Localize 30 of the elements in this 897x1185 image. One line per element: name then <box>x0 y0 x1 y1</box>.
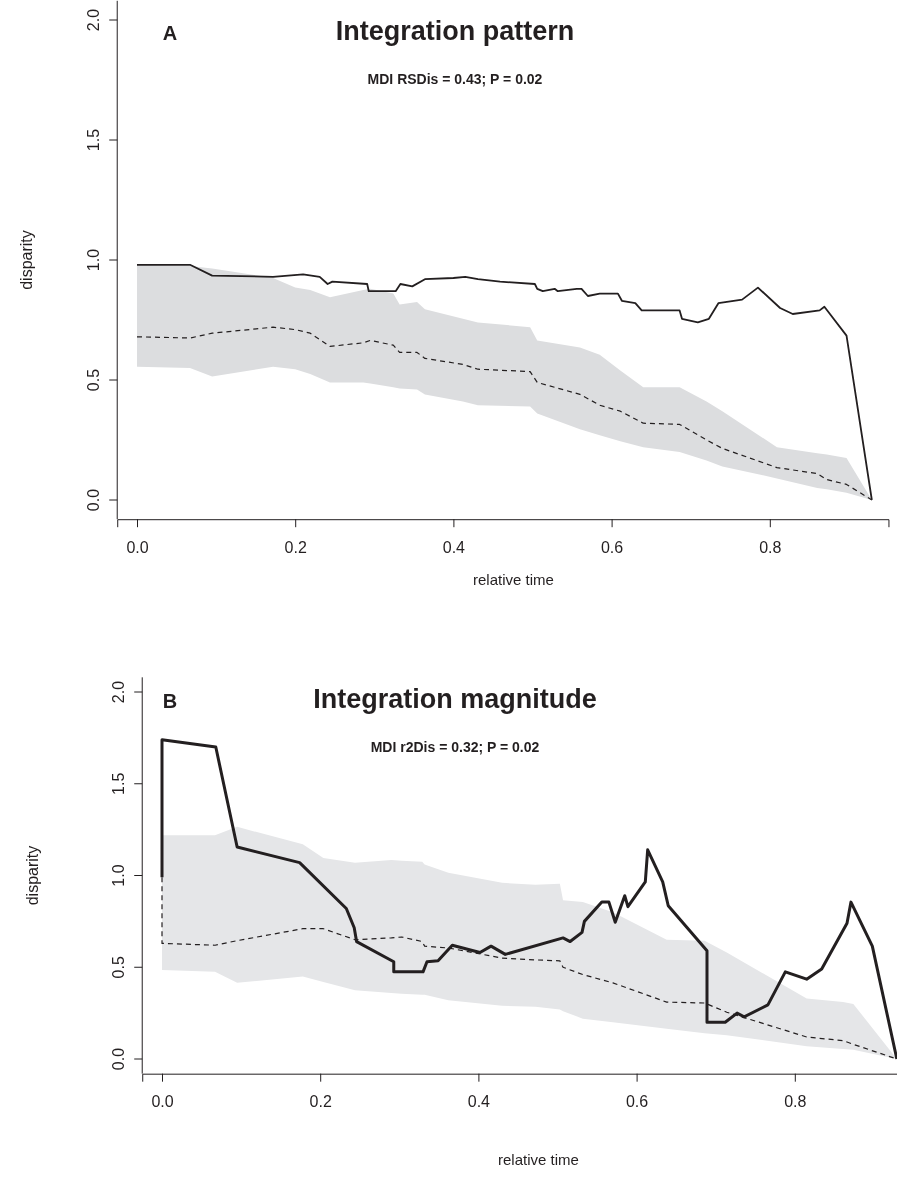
y-tick-label: 0.0 <box>110 1047 128 1071</box>
y-tick-label: 1.5 <box>110 772 128 795</box>
y-tick-label: 0.0 <box>85 488 103 512</box>
x-tick-label: 0.4 <box>442 538 466 556</box>
x-tick-label: 0.8 <box>784 1093 807 1111</box>
annotation: A <box>162 22 178 44</box>
y-axis-title: disparity <box>24 845 41 906</box>
text: Integration pattern <box>335 16 575 46</box>
x-tick-label: 0.2 <box>309 1093 332 1111</box>
x-axis-title: relative time <box>497 1151 579 1168</box>
x-tick-label: 0.6 <box>600 538 624 556</box>
y-tick-label: 2.0 <box>110 680 128 704</box>
x-tick-label: 0.4 <box>467 1093 491 1111</box>
x-axis-title: relative time <box>472 571 554 588</box>
x-tick-label: 0.2 <box>284 538 307 556</box>
text: MDI RSDis = 0.43; P = 0.02 <box>367 71 543 87</box>
y-tick-label: 1.0 <box>110 864 128 887</box>
x-tick-label: 0.0 <box>151 1093 174 1111</box>
x-tick-label: 0.6 <box>625 1093 649 1111</box>
y-tick-label: 0.5 <box>85 368 103 392</box>
text: MDI r2Dis = 0.32; P = 0.02 <box>370 739 540 755</box>
y-tick-label: 0.5 <box>110 956 128 979</box>
x-tick-label: 0.0 <box>126 538 149 556</box>
annotation: B <box>162 690 178 712</box>
y-tick-label: 1.5 <box>85 128 103 152</box>
y-axis-title: disparity <box>18 230 35 290</box>
y-tick-label: 1.0 <box>85 248 103 272</box>
chart-title: Integration magnitude <box>313 684 597 714</box>
y-tick-label: 2.0 <box>85 8 103 32</box>
x-tick-label: 0.8 <box>759 538 782 556</box>
